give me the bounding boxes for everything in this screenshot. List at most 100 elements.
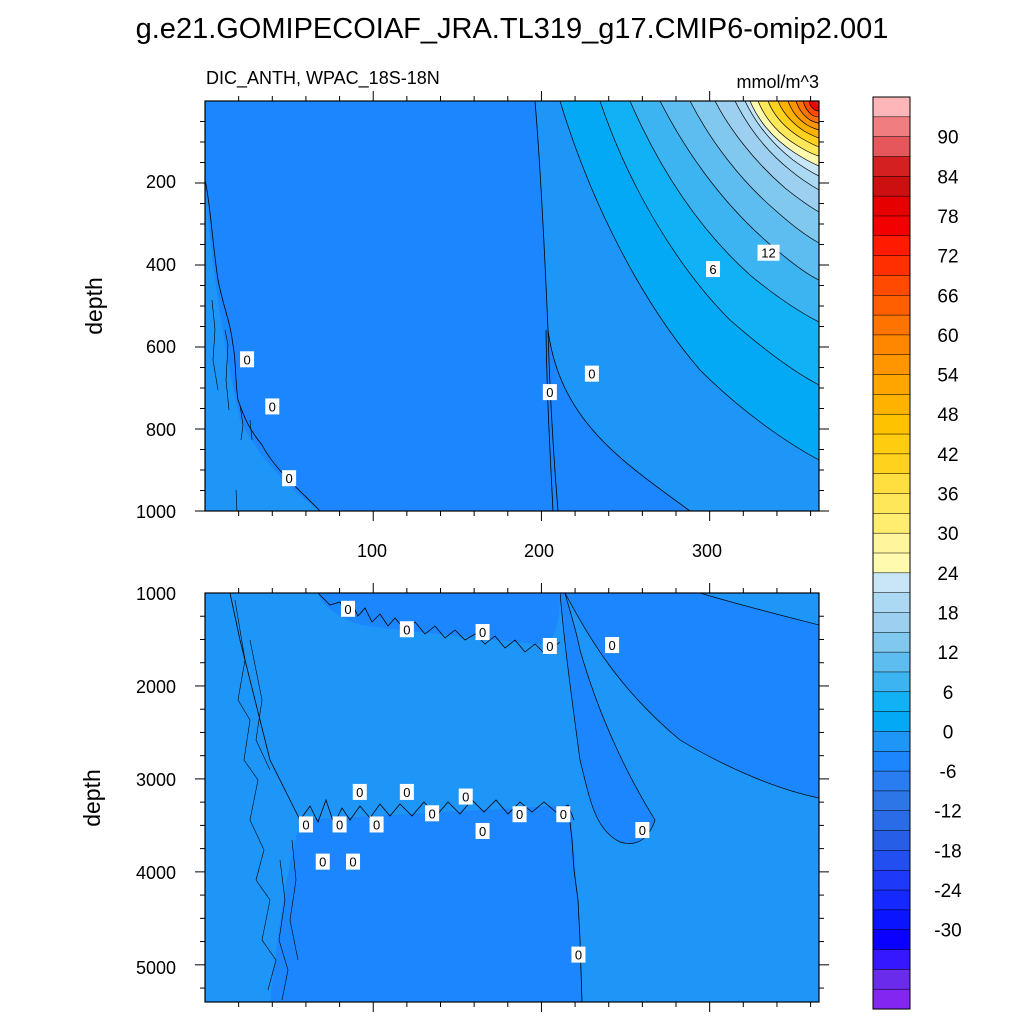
contour-label: 0 [542, 637, 557, 654]
lower-frame [204, 592, 820, 1003]
colorbar-tick-label: -6 [940, 762, 957, 783]
upper-contour-labels: 0 0 0 0 0 6 12 [240, 244, 780, 487]
colorbar-swatch [872, 810, 911, 832]
contour-label-text: 0 [546, 639, 553, 654]
contour-label-box [475, 822, 490, 839]
contour-label: 6 [706, 261, 721, 278]
lower-ytick-label: 2000 [136, 677, 176, 697]
contour-label-box [425, 805, 440, 822]
contour-label-box [369, 816, 384, 833]
contour-label: 0 [298, 816, 313, 833]
colorbar-tick-label: 6 [943, 683, 954, 704]
colorbar-swatch [872, 215, 911, 237]
colorbar-tick-label: 0 [943, 722, 954, 743]
colorbar-swatch [872, 354, 911, 376]
contour-label: 0 [340, 600, 355, 617]
colorbar-tick-label: 18 [937, 603, 958, 624]
upper-y-tick-labels: 200 400 600 800 1000 [136, 172, 176, 522]
contour-label-box [399, 621, 414, 638]
contour-label-text: 12 [761, 246, 775, 261]
contour-label-box [346, 853, 361, 870]
contour-label: 0 [315, 853, 330, 870]
colorbar-swatch [872, 453, 911, 475]
contour-label-text: 0 [575, 948, 582, 963]
contour-label-text: 0 [639, 823, 646, 838]
contour-label-text: 6 [709, 262, 716, 277]
contour-label: 0 [584, 365, 599, 382]
contour-label-text: 0 [349, 855, 356, 870]
contour-label-box [315, 853, 330, 870]
contour-label: 0 [265, 398, 280, 415]
upper-ytick-label: 600 [146, 337, 176, 357]
contour-label-box [458, 788, 473, 805]
colorbar-swatch [872, 929, 911, 951]
lower-ytick-label: 3000 [136, 770, 176, 790]
contour-label: 0 [605, 637, 620, 654]
colorbar-swatch [872, 770, 911, 792]
colorbar-swatch [872, 889, 911, 911]
colorbar-swatch [872, 156, 911, 177]
lower-ytick-label: 1000 [136, 584, 176, 604]
colorbar-swatch [872, 473, 911, 495]
contour-label-text: 0 [319, 855, 326, 870]
contour-label-box [240, 351, 255, 368]
contour-label-box [635, 822, 650, 839]
contour-label: 0 [542, 384, 557, 401]
lower-contour-labels: 0 0 0 0 0 0 0 0 0 0 0 0 0 0 0 0 0 0 0 [298, 600, 650, 963]
colorbar-swatch [872, 493, 911, 514]
upper-noise-lines [211, 299, 253, 511]
upper-xtick-label: 100 [357, 541, 387, 561]
colorbar-swatch [872, 334, 911, 356]
contour-label-box [475, 624, 490, 641]
upper-band-78 [814, 101, 819, 106]
colorbar-swatch [872, 790, 911, 812]
lower-ytick-label: 5000 [136, 958, 176, 978]
colorbar-swatch [872, 195, 911, 217]
colorbar-swatches [872, 96, 911, 1010]
colorbar-swatch [872, 572, 911, 594]
colorbar-tick-label: 48 [937, 405, 958, 426]
upper-x-tick-labels: 100 200 300 [357, 541, 722, 561]
upper-ytick-label: 400 [146, 255, 176, 275]
contour-label-text: 0 [373, 817, 380, 832]
contour-label-box [282, 470, 297, 487]
colorbar-swatch [872, 612, 911, 633]
lower-ytick-label: 4000 [136, 863, 176, 883]
colorbar-tick-label: 72 [937, 247, 958, 268]
colorbar-swatch [872, 850, 911, 871]
colorbar-tick-label: -24 [934, 881, 962, 902]
contour-label-box [298, 816, 313, 833]
contour-label: 12 [757, 244, 780, 261]
contour-label-text: 0 [462, 790, 469, 805]
upper-zero-contour-spike [545, 329, 559, 511]
upper-ytick-label: 200 [146, 172, 176, 192]
colorbar-swatch [872, 433, 911, 455]
lower-zero-contour-upper-noisy [317, 593, 561, 655]
colorbar-swatch [872, 731, 911, 752]
colorbar-swatch [872, 176, 911, 197]
contour-label-text: 0 [516, 807, 523, 822]
contour-label-text: 0 [608, 638, 615, 653]
colorbar-swatch [872, 830, 911, 851]
contour-label-text: 0 [403, 622, 410, 637]
contour-label-box [352, 783, 367, 800]
contour-label: 0 [571, 946, 586, 963]
colorbar-swatch [872, 374, 911, 395]
contour-label: 0 [352, 783, 367, 800]
lower-zero-contour-diagonal [229, 593, 301, 821]
colorbar-tick-label: 66 [937, 286, 958, 307]
figure-title: g.e21.GOMIPECOIAF_JRA.TL319_g17.CMIP6-om… [136, 13, 889, 45]
colorbar-tick-label: 60 [937, 326, 958, 347]
colorbar-swatch [872, 413, 911, 435]
contour-label-text: 0 [403, 785, 410, 800]
contour-label: 0 [458, 788, 473, 805]
lower-band-upper-negative [564, 593, 819, 799]
colorbar-swatch [872, 909, 911, 931]
contour-label-text: 0 [344, 602, 351, 617]
contour-label-text: 0 [243, 352, 250, 367]
lower-panel: 1000 2000 3000 4000 5000 depth 00 00 00 0 00… [79, 583, 829, 1012]
colorbar-swatch [872, 969, 911, 990]
colorbar-swatch [872, 255, 911, 276]
contour-label: 0 [475, 822, 490, 839]
